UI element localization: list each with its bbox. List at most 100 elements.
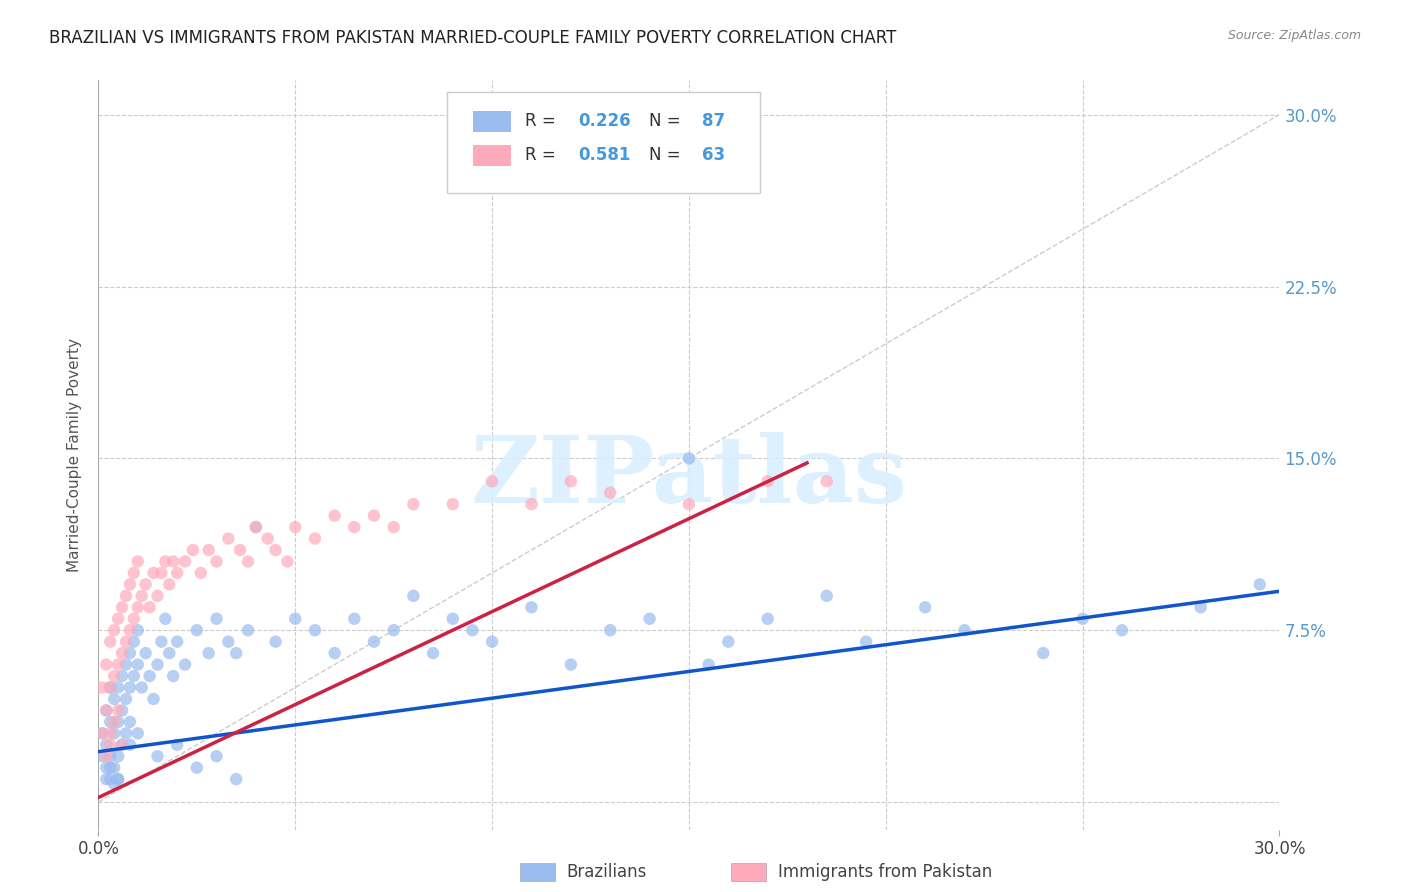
Point <box>520 497 543 511</box>
Point <box>697 657 720 672</box>
Point <box>111 703 134 717</box>
Point <box>174 554 197 568</box>
Point <box>127 657 149 672</box>
Point <box>131 589 153 603</box>
Point <box>205 612 228 626</box>
Point <box>155 554 177 568</box>
Point <box>229 543 252 558</box>
Point <box>461 624 484 638</box>
Y-axis label: Married-Couple Family Poverty: Married-Couple Family Poverty <box>67 338 83 572</box>
Point <box>560 475 582 489</box>
Point <box>103 624 125 638</box>
Point <box>111 738 134 752</box>
Point <box>107 612 129 626</box>
Point <box>599 485 621 500</box>
Point <box>264 543 287 558</box>
Point <box>98 726 121 740</box>
Point <box>855 634 877 648</box>
Point <box>115 589 138 603</box>
Point <box>481 634 503 648</box>
Point <box>131 681 153 695</box>
Point <box>122 669 145 683</box>
Text: Brazilians: Brazilians <box>567 863 647 881</box>
Point <box>914 600 936 615</box>
Point <box>756 475 779 489</box>
Point <box>155 612 177 626</box>
Point <box>157 646 180 660</box>
Point <box>402 589 425 603</box>
Point <box>103 669 125 683</box>
Point <box>98 714 121 729</box>
Point <box>236 554 259 568</box>
Point <box>197 543 219 558</box>
Point <box>245 520 267 534</box>
Text: R =: R = <box>524 146 561 164</box>
Point <box>142 692 165 706</box>
Point <box>953 624 976 638</box>
Point <box>91 726 114 740</box>
Point <box>560 177 582 191</box>
Point <box>107 772 129 786</box>
Point <box>107 749 129 764</box>
Point <box>560 657 582 672</box>
Point <box>205 749 228 764</box>
Point <box>815 475 838 489</box>
Text: BRAZILIAN VS IMMIGRANTS FROM PAKISTAN MARRIED-COUPLE FAMILY POVERTY CORRELATION : BRAZILIAN VS IMMIGRANTS FROM PAKISTAN MA… <box>49 29 897 46</box>
Point <box>118 646 141 660</box>
Point <box>103 692 125 706</box>
Point <box>217 532 239 546</box>
Text: N =: N = <box>648 146 686 164</box>
Point <box>107 657 129 672</box>
Point <box>127 600 149 615</box>
Point <box>481 475 503 489</box>
Text: 0.581: 0.581 <box>578 146 630 164</box>
Point <box>284 612 307 626</box>
Point <box>162 669 184 683</box>
Point <box>96 761 118 775</box>
Point <box>91 749 114 764</box>
Point <box>363 508 385 523</box>
Point <box>304 532 326 546</box>
Text: N =: N = <box>648 112 686 130</box>
Point <box>717 634 740 648</box>
Point <box>520 600 543 615</box>
Point <box>122 612 145 626</box>
Point <box>146 749 169 764</box>
Text: R =: R = <box>524 112 561 130</box>
Point <box>118 577 141 591</box>
Point <box>138 600 160 615</box>
Point <box>107 703 129 717</box>
Point <box>96 738 118 752</box>
Point <box>107 714 129 729</box>
Text: Source: ZipAtlas.com: Source: ZipAtlas.com <box>1227 29 1361 42</box>
Point <box>678 451 700 466</box>
Point <box>107 772 129 786</box>
Point <box>363 634 385 648</box>
Point <box>146 657 169 672</box>
Point <box>135 577 157 591</box>
Point <box>103 714 125 729</box>
Point <box>186 624 208 638</box>
Text: 0.226: 0.226 <box>578 112 630 130</box>
Point <box>111 646 134 660</box>
Point <box>225 772 247 786</box>
Point <box>157 577 180 591</box>
Point <box>186 761 208 775</box>
Point <box>225 646 247 660</box>
Point <box>118 624 141 638</box>
Point <box>111 738 134 752</box>
Point <box>441 497 464 511</box>
Point <box>111 669 134 683</box>
Point <box>174 657 197 672</box>
Point <box>343 520 366 534</box>
Point <box>91 726 114 740</box>
Point <box>98 738 121 752</box>
Point <box>638 612 661 626</box>
Point <box>118 738 141 752</box>
Point <box>98 772 121 786</box>
Point <box>599 624 621 638</box>
Point <box>162 554 184 568</box>
Point <box>96 772 118 786</box>
Point <box>382 624 405 638</box>
Point <box>146 589 169 603</box>
